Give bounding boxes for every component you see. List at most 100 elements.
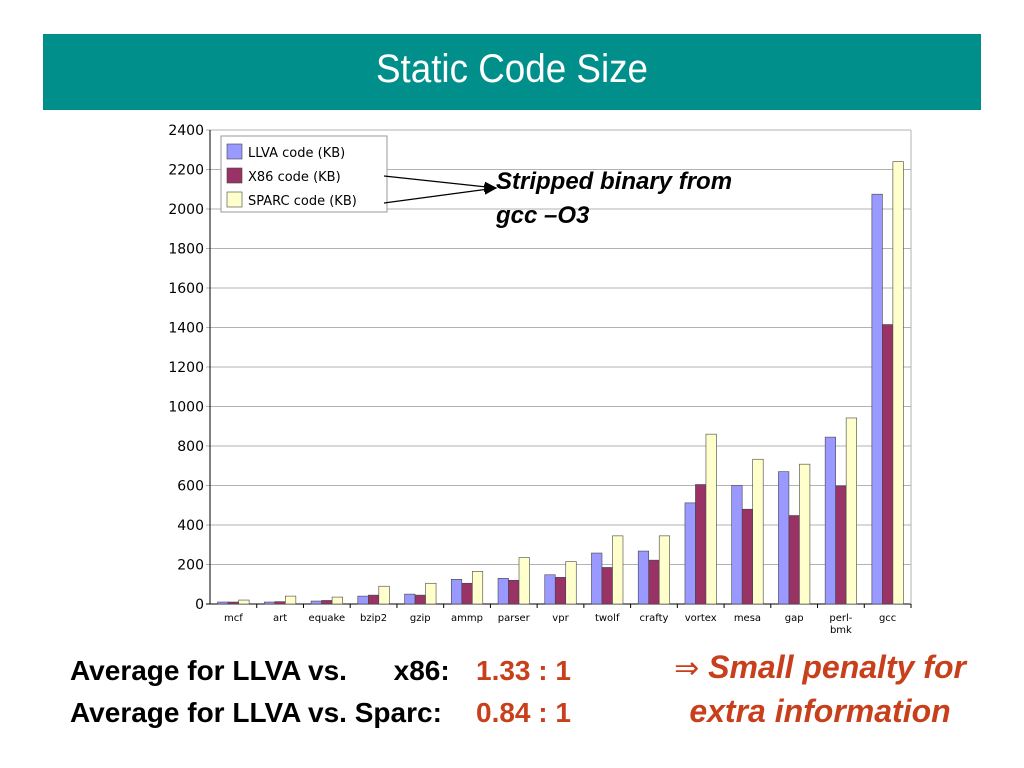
legend-swatch [226,167,243,184]
y-tick-label: 1000 [168,400,204,416]
legend-box [220,135,388,213]
x-tick-label: ammp [451,613,483,624]
bar [612,535,624,605]
average-sparc-value: 0.84 : 1 [476,697,571,728]
bar [705,433,717,605]
x-tick-label: mcf [224,613,243,624]
y-tick-label: 400 [177,518,204,534]
x-tick-label: equake [309,613,346,624]
chart-area: 0 200 400 600 800 1000 1200 1400 1600 1800 2000 220… [158,110,913,638]
x-tick-label: perl- [829,613,852,624]
x-tick-label: gcc [879,613,896,624]
x-tick-label: vpr [552,613,569,624]
bar [871,193,883,605]
title-band: Static Code Size [43,34,981,110]
implies-arrow-icon: ⇒ [674,651,700,686]
bar [731,485,743,605]
bar [799,463,811,605]
conclusion-text: ⇒ Small penalty for extra information [650,646,990,732]
y-tick-label: 1800 [168,242,204,258]
bar [648,559,660,605]
bar [368,594,380,605]
bar [518,557,530,605]
x-tick-label: art [273,613,287,624]
y-tick-label: 1200 [168,360,204,376]
bar-chart: 0 200 400 600 800 1000 1200 1400 1600 1800 2000 220… [168,123,912,636]
bar [695,484,707,605]
bar [788,515,800,605]
y-tick-label: 1400 [168,321,204,337]
legend-label: X86 code (KB) [248,170,341,185]
bar [835,485,847,605]
bar [414,594,426,605]
average-sparc-label: Average for LLVA vs. Sparc: [70,697,442,728]
annotation-line-1: Stripped binary from [496,168,733,195]
x-tick-label: twolf [595,613,620,624]
average-x86-value: 1.33 : 1 [476,655,571,686]
conclusion-line-2: extra information [689,693,951,729]
bar [450,579,463,605]
bar [508,579,520,605]
x-tick-label: bzip2 [360,613,387,624]
bar [331,596,343,605]
bar [591,552,603,605]
x-tick-label: bmk [830,625,852,636]
y-tick-label: 2000 [168,202,204,218]
bar [845,417,857,605]
bar [497,578,509,605]
legend-swatch [226,191,243,208]
conclusion-line-1: Small penalty for [708,649,966,685]
bar [554,577,567,605]
bar [882,324,894,605]
bar [892,161,904,605]
bar [274,601,286,605]
bar [310,600,322,605]
bar [238,599,250,605]
bar [752,458,764,605]
bar [461,582,473,605]
bar [217,601,229,605]
y-tick-label: 1600 [168,281,204,297]
average-x86-label: Average for LLVA vs. x86: [70,655,450,686]
bar [544,574,556,605]
bar [741,508,753,605]
average-x86-row: Average for LLVA vs. x86: 1.33 : 1 [70,655,590,691]
x-tick-label: crafty [640,613,669,624]
y-tick-label: 2200 [168,163,204,179]
bar [425,582,437,605]
bar [264,601,276,605]
annotation-arrow-x86 [383,175,498,192]
legend-swatch [226,143,243,160]
y-tick-label: 800 [177,439,204,455]
bar [227,601,239,605]
bar [778,471,790,605]
bar [601,567,613,605]
bar [471,571,484,605]
bar [658,535,671,605]
y-tick-label: 200 [177,558,204,574]
y-tick-label: 2400 [168,123,204,139]
annotation-arrow-sparc [383,184,498,204]
bar [378,585,390,605]
x-tick-label: parser [498,613,531,624]
average-sparc-row: Average for LLVA vs. Sparc: 0.84 : 1 [70,697,590,733]
bar [565,561,577,605]
y-tick-label: 600 [177,479,204,495]
x-tick-label: vortex [685,613,717,624]
x-tick-label: gap [785,613,804,624]
bar [321,600,333,605]
legend-label: LLVA code (KB) [248,146,345,161]
y-tick-label: 0 [195,597,204,613]
bar [357,595,369,605]
bar [404,593,416,605]
annotation-line-2: gcc –O3 [496,202,590,229]
slide-title: Static Code Size [375,47,649,91]
x-tick-label: gzip [410,613,431,624]
bar [285,595,297,605]
legend-label: SPARC code (KB) [248,194,357,209]
bar [684,502,696,605]
annotation-text: Stripped binary from gcc –O3 [496,165,776,233]
bar [637,550,650,605]
x-tick-label: mesa [734,613,761,624]
bar [824,436,836,605]
